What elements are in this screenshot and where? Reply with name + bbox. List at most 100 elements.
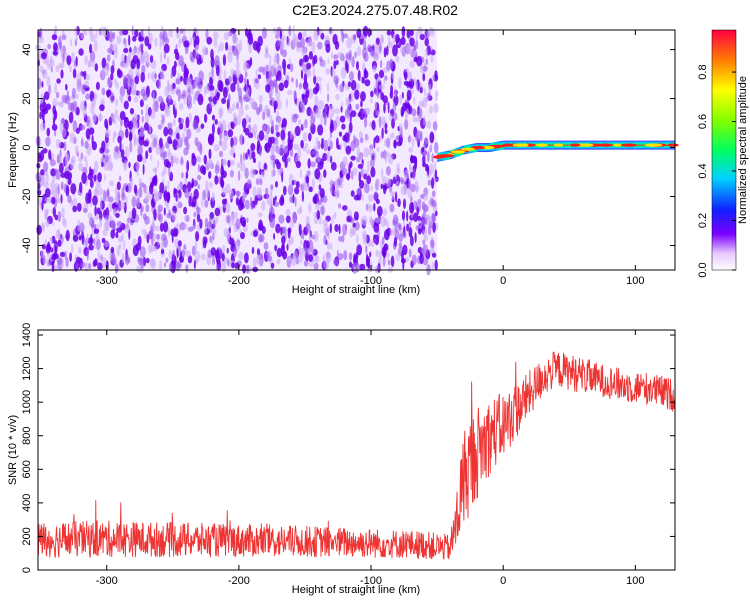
- noise-speck: [317, 124, 324, 136]
- noise-speck: [232, 136, 238, 146]
- noise-speck: [340, 67, 347, 79]
- noise-speck: [104, 173, 106, 182]
- noise-speck: [369, 217, 373, 226]
- noise-speck: [125, 57, 128, 67]
- noise-speck: [280, 129, 286, 141]
- noise-speck: [69, 132, 76, 144]
- noise-speck: [159, 68, 165, 80]
- noise-speck: [138, 186, 143, 198]
- noise-speck: [169, 128, 174, 137]
- noise-speck: [41, 244, 46, 250]
- noise-speck: [40, 99, 44, 105]
- noise-speck: [401, 91, 404, 99]
- noise-speck: [82, 29, 88, 36]
- noise-speck: [413, 212, 419, 222]
- noise-speck: [313, 262, 319, 270]
- noise-speck: [323, 234, 327, 245]
- noise-speck: [286, 36, 290, 47]
- noise-speck: [308, 186, 313, 193]
- noise-speck: [261, 171, 265, 178]
- noise-speck: [327, 146, 331, 152]
- noise-speck: [38, 36, 44, 44]
- noise-speck: [220, 159, 227, 166]
- noise-speck: [103, 27, 109, 37]
- noise-speck: [156, 78, 161, 90]
- noise-speck: [369, 47, 375, 57]
- noise-speck: [422, 244, 429, 256]
- noise-speck: [104, 129, 111, 138]
- noise-speck: [302, 131, 308, 142]
- noise-speck: [427, 150, 430, 163]
- noise-speck: [389, 133, 392, 141]
- noise-speck: [146, 191, 150, 202]
- noise-speck: [339, 142, 343, 151]
- noise-speck: [380, 92, 385, 101]
- noise-speck: [140, 125, 145, 132]
- noise-speck: [356, 28, 362, 39]
- noise-speck: [155, 143, 161, 156]
- noise-speck: [434, 141, 439, 154]
- noise-speck: [72, 120, 78, 133]
- snr-x-tick-label: 100: [626, 575, 644, 587]
- noise-speck: [336, 249, 339, 258]
- noise-speck: [242, 264, 247, 274]
- noise-speck: [197, 207, 201, 214]
- noise-speck: [305, 175, 310, 184]
- noise-speck: [165, 257, 169, 263]
- noise-speck: [152, 103, 156, 111]
- noise-speck: [107, 77, 113, 89]
- noise-speck: [109, 92, 115, 104]
- noise-speck: [367, 160, 370, 172]
- noise-speck: [159, 101, 166, 112]
- noise-speck: [191, 178, 194, 188]
- noise-speck: [348, 252, 353, 261]
- noise-speck: [281, 226, 288, 235]
- noise-speck: [238, 87, 243, 100]
- noise-speck: [96, 207, 101, 215]
- noise-speck: [167, 79, 170, 87]
- noise-speck: [41, 223, 45, 229]
- noise-speck: [187, 226, 194, 232]
- noise-speck: [431, 252, 437, 258]
- noise-speck: [241, 118, 247, 129]
- noise-speck: [240, 203, 245, 210]
- noise-speck: [246, 217, 249, 224]
- noise-speck: [230, 159, 235, 166]
- noise-speck: [247, 149, 250, 155]
- noise-speck: [434, 70, 438, 80]
- noise-speck: [297, 32, 303, 41]
- noise-speck: [133, 184, 138, 194]
- noise-speck: [302, 122, 308, 129]
- noise-speck: [350, 91, 354, 103]
- noise-speck: [425, 163, 429, 172]
- noise-speck: [411, 202, 414, 213]
- noise-speck: [335, 187, 339, 199]
- noise-speck: [338, 131, 343, 137]
- noise-speck: [327, 82, 330, 93]
- noise-speck: [118, 243, 122, 249]
- noise-speck: [240, 232, 245, 240]
- noise-speck: [286, 243, 289, 251]
- noise-speck: [390, 255, 395, 268]
- noise-speck: [313, 75, 317, 85]
- noise-speck: [201, 197, 204, 208]
- noise-speck: [322, 60, 326, 69]
- noise-speck: [36, 224, 42, 235]
- noise-speck: [415, 130, 422, 142]
- signal-hotspot: [433, 155, 443, 159]
- noise-speck: [370, 184, 373, 192]
- noise-speck: [305, 223, 311, 233]
- noise-speck: [297, 147, 302, 159]
- noise-speck: [205, 188, 210, 199]
- noise-speck: [165, 141, 170, 149]
- noise-speck: [388, 113, 393, 121]
- noise-speck: [181, 249, 186, 258]
- noise-speck: [411, 254, 417, 266]
- noise-speck: [221, 170, 227, 179]
- noise-speck: [243, 127, 247, 133]
- noise-speck: [269, 81, 276, 88]
- noise-speck: [178, 102, 184, 111]
- noise-speck: [295, 99, 298, 106]
